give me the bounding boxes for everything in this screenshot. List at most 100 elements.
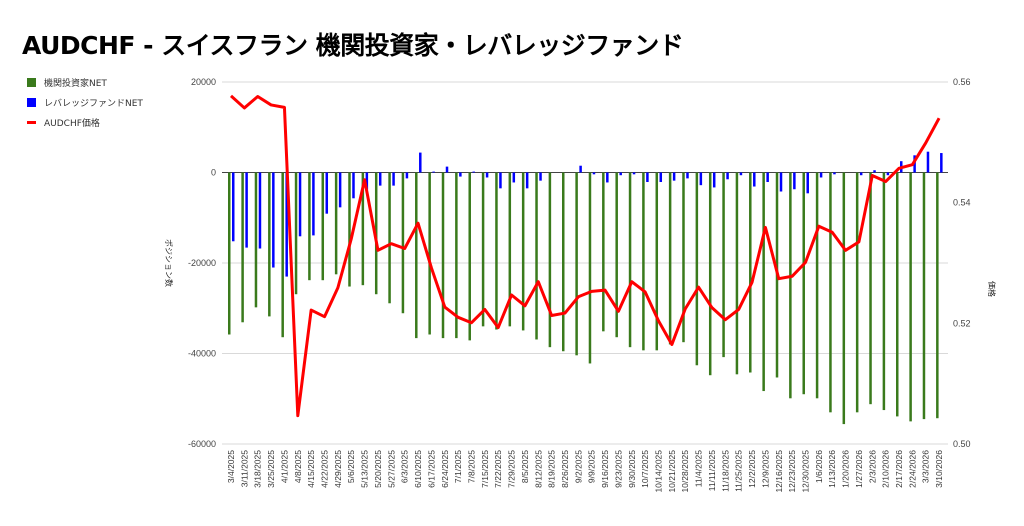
- y2-axis-title: 価格: [987, 281, 997, 297]
- x-tick-label: 3/18/2025: [253, 450, 263, 488]
- bar-institutional: [655, 172, 659, 351]
- bar-leveraged: [619, 172, 622, 176]
- x-tick-label: 9/23/2025: [613, 450, 623, 488]
- bar-leveraged: [258, 172, 262, 249]
- x-tick-label: 6/3/2025: [400, 450, 410, 483]
- bar-institutional: [896, 172, 899, 417]
- bar-institutional: [789, 172, 792, 399]
- legend-swatch-green: [27, 78, 36, 87]
- x-tick-label: 9/9/2025: [587, 450, 597, 483]
- bar-leveraged: [312, 172, 315, 236]
- bar-leveraged: [485, 172, 489, 178]
- price-line: [229, 94, 941, 418]
- x-tick-label: 7/15/2025: [480, 450, 490, 488]
- x-tick-label: 8/19/2025: [547, 450, 557, 488]
- y-tick-label: 0: [211, 168, 216, 178]
- bar-institutional: [575, 172, 578, 356]
- bar-institutional: [602, 172, 605, 332]
- legend-label: 機関投資家NET: [44, 79, 107, 89]
- bar-leveraged: [699, 172, 703, 186]
- bar-institutional: [829, 172, 832, 413]
- bar-leveraged: [819, 172, 823, 178]
- x-tick-label: 6/17/2025: [426, 450, 436, 488]
- x-tick-label: 12/2/2025: [747, 450, 757, 488]
- bar-institutional: [668, 172, 672, 345]
- bar-institutional: [428, 172, 431, 335]
- bar-leveraged: [579, 165, 582, 173]
- bar-institutional: [909, 172, 912, 422]
- y-tick-label: -40000: [188, 349, 216, 359]
- bar-leveraged: [672, 172, 676, 181]
- bar-institutional: [749, 172, 752, 373]
- legend-item-price: AUDCHF価格: [27, 116, 100, 129]
- x-tick-label: 7/1/2025: [453, 450, 463, 483]
- bar-leveraged: [338, 172, 342, 208]
- x-tick-label: 11/11/2025: [707, 450, 717, 492]
- x-tick-label: 10/14/2025: [654, 450, 664, 493]
- bar-leveraged: [539, 172, 542, 181]
- bar-institutional: [588, 172, 592, 364]
- bar-leveraged: [459, 172, 462, 177]
- bar-leveraged: [873, 170, 876, 173]
- bar-institutional: [495, 172, 498, 330]
- x-tick-label: 4/29/2025: [333, 450, 343, 488]
- x-tick-label: 5/13/2025: [360, 450, 370, 488]
- bar-leveraged: [272, 172, 275, 268]
- x-tick-label: 9/16/2025: [600, 450, 610, 488]
- bar-institutional: [695, 172, 699, 366]
- x-tick-label: 12/23/2025: [787, 450, 797, 493]
- legend-item-institutional: 機関投資家NET: [27, 76, 107, 89]
- x-tick-label: 1/27/2026: [854, 450, 864, 488]
- bar-institutional: [548, 172, 552, 348]
- x-tick-label: 7/8/2025: [466, 450, 476, 483]
- bar-leveraged: [472, 171, 475, 173]
- bar-institutional: [415, 172, 418, 339]
- legend-label: レバレッジファンドNET: [44, 99, 143, 109]
- x-tick-label: 1/6/2026: [814, 450, 824, 483]
- bar-leveraged: [833, 172, 836, 175]
- x-tick-label: 2/10/2026: [881, 450, 891, 488]
- legend-label: AUDCHF価格: [44, 119, 100, 129]
- bar-institutional: [936, 172, 939, 419]
- bar-institutional: [708, 172, 712, 376]
- bar-leveraged: [793, 172, 796, 190]
- bar-leveraged: [512, 172, 516, 183]
- x-tick-label: 1/20/2026: [841, 450, 851, 488]
- x-tick-label: 10/21/2025: [667, 450, 677, 493]
- bar-institutional: [562, 172, 565, 352]
- bar-leveraged: [432, 171, 435, 173]
- x-tick-label: 1/13/2026: [827, 450, 837, 488]
- bar-leveraged: [726, 172, 729, 180]
- bar-institutional: [762, 172, 765, 392]
- x-tick-label: 8/5/2025: [520, 450, 530, 483]
- bar-leveraged: [365, 172, 369, 190]
- x-tick-label: 2/17/2026: [894, 450, 904, 488]
- bar-leveraged: [405, 172, 409, 179]
- bar-leveraged: [632, 172, 636, 175]
- x-tick-label: 3/11/2025: [239, 450, 249, 487]
- bar-institutional: [869, 172, 872, 405]
- bar-institutional: [268, 172, 271, 317]
- bar-leveraged: [646, 172, 649, 183]
- bar-institutional: [882, 172, 886, 411]
- bar-leveraged: [766, 172, 769, 183]
- bar-leveraged: [325, 172, 329, 214]
- x-tick-label: 8/26/2025: [560, 450, 570, 488]
- bar-institutional: [348, 172, 351, 287]
- x-tick-label: 4/8/2025: [293, 450, 303, 483]
- bar-institutional: [802, 172, 805, 395]
- y-tick-label: 20000: [191, 77, 216, 87]
- x-tick-label: 10/28/2025: [680, 450, 690, 493]
- bar-institutional: [321, 172, 325, 281]
- bar-institutional: [735, 172, 739, 375]
- bar-leveraged: [419, 152, 422, 173]
- bar-institutional: [615, 172, 618, 338]
- bar-institutional: [254, 172, 258, 308]
- bar-institutional: [401, 172, 405, 314]
- bar-institutional: [294, 172, 298, 295]
- x-tick-label: 12/16/2025: [774, 450, 784, 493]
- bar-institutional: [521, 172, 525, 331]
- x-tick-label: 7/29/2025: [507, 450, 517, 488]
- bar-institutional: [388, 172, 391, 304]
